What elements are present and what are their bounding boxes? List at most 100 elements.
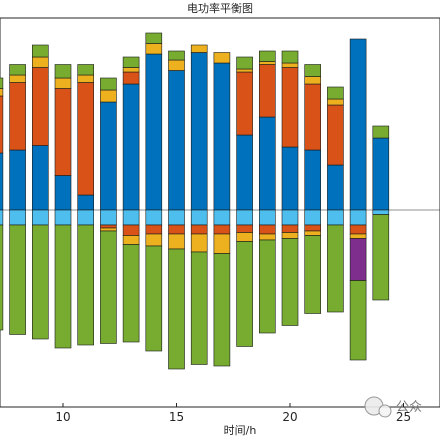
bar-8-pos-yellow bbox=[9, 74, 26, 83]
bar-8-neg-light_blue bbox=[9, 209, 26, 226]
bar-11-pos-orange bbox=[77, 82, 94, 196]
bar-21-neg-yellow bbox=[304, 230, 322, 236]
bar-20-pos-yellow bbox=[281, 62, 299, 68]
bar-20-neg-light_blue bbox=[281, 209, 299, 226]
bar-18-pos-orange bbox=[236, 71, 253, 136]
bar-12-pos-green bbox=[100, 77, 117, 91]
bar-12-neg-light_blue bbox=[100, 209, 117, 226]
bar-13-neg-light_blue bbox=[122, 209, 140, 226]
bar-16-pos-blue bbox=[190, 52, 208, 211]
bar-24-pos-blue bbox=[372, 137, 390, 211]
bar-14-neg-yellow bbox=[145, 233, 163, 247]
bar-14-neg-green bbox=[145, 245, 163, 352]
bar-9-neg-light_blue bbox=[31, 209, 49, 226]
bar-9-pos-green bbox=[31, 44, 49, 58]
bar-9-pos-yellow bbox=[31, 56, 49, 68]
bar-15-pos-green bbox=[168, 50, 185, 61]
bar-12-pos-blue bbox=[100, 101, 117, 211]
bar-23-neg-light_blue bbox=[349, 209, 367, 226]
bar-17-neg-green bbox=[213, 253, 231, 367]
bar-21-neg-light_blue bbox=[304, 209, 322, 226]
bar-22-pos-blue bbox=[327, 164, 344, 211]
bar-13-neg-green bbox=[122, 244, 140, 343]
bar-17-neg-yellow bbox=[213, 233, 231, 254]
bar-19-neg-yellow bbox=[258, 233, 276, 241]
bar-12-neg-yellow bbox=[100, 227, 117, 232]
bar-22-pos-yellow bbox=[327, 98, 344, 106]
watermark-text: 公众 bbox=[396, 400, 422, 415]
bar-15-neg-light_blue bbox=[168, 209, 185, 226]
bar-19-neg-light_blue bbox=[258, 209, 276, 226]
bar-7-neg-green bbox=[0, 224, 4, 331]
bar-21-pos-orange bbox=[304, 83, 322, 151]
bar-15-neg-orange bbox=[168, 224, 185, 235]
bar-9-neg-green bbox=[31, 224, 49, 340]
bar-18-neg-yellow bbox=[236, 232, 253, 242]
bar-19-neg-green bbox=[258, 239, 276, 334]
bar-7-pos-green bbox=[0, 77, 4, 89]
bar-20-pos-orange bbox=[281, 67, 299, 148]
bar-17-pos-blue bbox=[213, 62, 231, 211]
bar-18-pos-blue bbox=[236, 134, 253, 211]
bar-10-pos-green bbox=[54, 64, 72, 79]
bar-23-neg-green bbox=[349, 280, 367, 361]
bar-21-pos-green bbox=[304, 64, 322, 77]
bar-12-pos-yellow bbox=[100, 89, 117, 103]
x-tick-label: 15 bbox=[169, 410, 184, 424]
bar-15-neg-green bbox=[168, 248, 185, 370]
bar-24-neg-green bbox=[372, 214, 390, 301]
x-axis-title: 时间/h bbox=[224, 424, 257, 437]
bar-15-pos-yellow bbox=[168, 59, 185, 71]
bar-17-pos-yellow bbox=[213, 52, 231, 64]
bar-16-pos-yellow bbox=[190, 44, 208, 53]
bar-20-neg-green bbox=[281, 238, 299, 326]
bar-10-neg-light_blue bbox=[54, 209, 72, 226]
bar-22-neg-green bbox=[327, 224, 344, 313]
bar-13-pos-blue bbox=[122, 83, 140, 211]
bar-17-neg-orange bbox=[213, 224, 231, 235]
bar-8-pos-blue bbox=[9, 149, 26, 211]
bar-8-pos-green bbox=[9, 64, 26, 76]
bar-12-neg-green bbox=[100, 230, 117, 344]
bar-13-pos-green bbox=[122, 56, 140, 68]
bar-17-neg-light_blue bbox=[213, 209, 231, 226]
bar-18-neg-orange bbox=[236, 224, 253, 233]
bar-15-pos-blue bbox=[168, 70, 185, 211]
bar-13-neg-orange bbox=[122, 224, 140, 236]
bar-23-neg-orange bbox=[349, 224, 367, 235]
bar-21-neg-orange bbox=[304, 224, 322, 232]
bar-21-pos-yellow bbox=[304, 76, 322, 85]
bar-7-pos-orange bbox=[0, 95, 4, 154]
bar-14-pos-blue bbox=[145, 53, 163, 211]
bar-20-neg-yellow bbox=[281, 232, 299, 239]
x-tick-group: 10 15 20 25 bbox=[55, 403, 411, 424]
bar-21-neg-green bbox=[304, 235, 322, 314]
bar-13-pos-orange bbox=[122, 71, 140, 85]
bar-11-neg-light_blue bbox=[77, 209, 94, 226]
bar-10-pos-orange bbox=[54, 88, 72, 176]
wechat-logo-small-icon bbox=[378, 404, 392, 418]
bar-21-pos-blue bbox=[304, 149, 322, 211]
plot-frame bbox=[0, 17, 440, 408]
bar-13-pos-yellow bbox=[122, 67, 140, 73]
bar-7-pos-blue bbox=[0, 152, 4, 211]
bar-16-neg-light_blue bbox=[190, 209, 208, 226]
bar-14-pos-yellow bbox=[145, 43, 163, 55]
bar-19-pos-blue bbox=[258, 116, 276, 211]
bar-23-neg-purple bbox=[349, 238, 367, 281]
x-tick-label: 20 bbox=[282, 410, 297, 424]
bar-8-neg-green bbox=[9, 224, 26, 335]
bar-16-neg-yellow bbox=[190, 233, 208, 253]
bar-22-neg-light_blue bbox=[327, 209, 344, 226]
x-tick-label: 10 bbox=[55, 410, 70, 424]
bar-10-neg-green bbox=[54, 224, 72, 349]
bar-8-pos-orange bbox=[9, 82, 26, 151]
bar-10-pos-blue bbox=[54, 175, 72, 211]
bar-13-neg-yellow bbox=[122, 235, 140, 245]
bar-16-neg-orange bbox=[190, 224, 208, 235]
bar-7-neg-light_blue bbox=[0, 209, 4, 226]
bar-18-pos-green bbox=[236, 56, 253, 70]
bar-23-neg-yellow bbox=[349, 233, 367, 239]
x-tick-label: 25 bbox=[396, 410, 411, 424]
